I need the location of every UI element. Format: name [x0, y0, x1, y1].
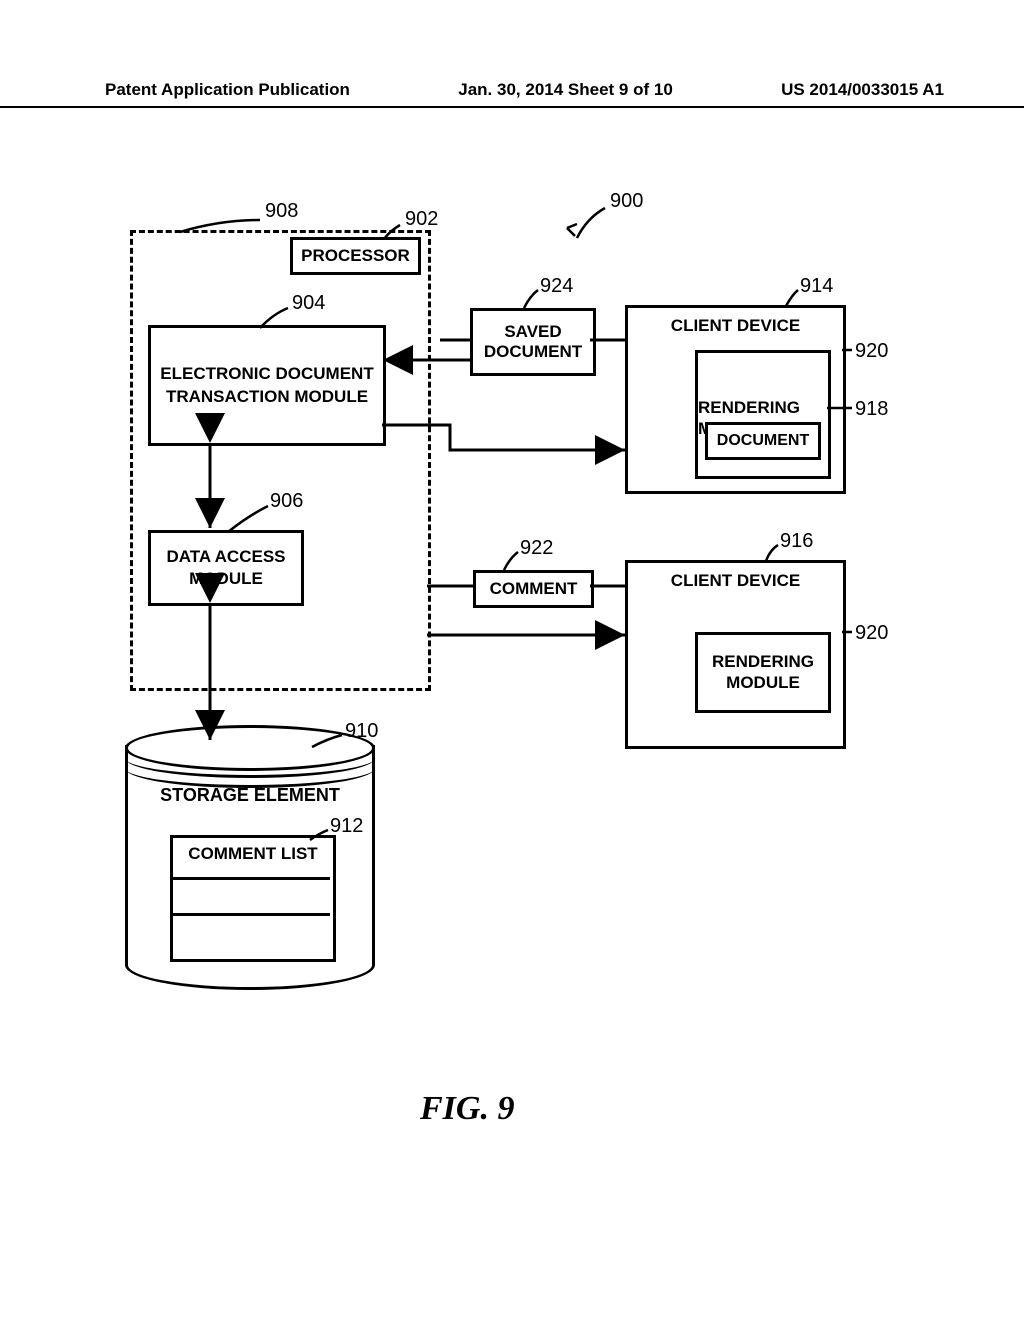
processor-block: PROCESSOR	[290, 237, 421, 275]
ref-902: 902	[405, 208, 438, 231]
saved-doc-l2: DOCUMENT	[484, 342, 582, 362]
ref-914: 914	[800, 275, 833, 298]
processor-text: PROCESSOR	[301, 246, 410, 266]
ref-920a: 920	[855, 340, 888, 363]
rendering-2-l1: RENDERING	[712, 652, 814, 672]
ref-912: 912	[330, 815, 363, 838]
edtm-block: ELECTRONIC DOCUMENT TRANSACTION MODULE	[148, 325, 386, 446]
document-text: DOCUMENT	[717, 432, 809, 450]
edtm-line1: ELECTRONIC DOCUMENT	[160, 363, 373, 385]
rendering-1-l1: RENDERING	[698, 398, 800, 418]
comment-list-title: COMMENT LIST	[188, 844, 317, 864]
storage-cylinder: STORAGE ELEMENT COMMENT LIST	[125, 725, 375, 990]
storage-title: STORAGE ELEMENT	[125, 785, 375, 806]
rendering-2-l2: MODULE	[726, 673, 800, 693]
data-access-line2: MODULE	[189, 568, 263, 590]
ref-918: 918	[855, 398, 888, 421]
ref-910: 910	[345, 720, 378, 743]
ref-900: 900	[610, 190, 643, 213]
comment-list-row	[170, 913, 330, 916]
ref-922: 922	[520, 537, 553, 560]
client-device-1-title: CLIENT DEVICE	[671, 316, 800, 336]
ref-916: 916	[780, 530, 813, 553]
ref-908: 908	[265, 200, 298, 223]
ref-924: 924	[540, 275, 573, 298]
data-access-block: DATA ACCESS MODULE	[148, 530, 304, 606]
data-access-line1: DATA ACCESS	[167, 546, 286, 568]
comment-block: COMMENT	[473, 570, 594, 608]
ref-906: 906	[270, 490, 303, 513]
client-device-2-title: CLIENT DEVICE	[671, 571, 800, 591]
document-block: DOCUMENT	[705, 422, 821, 460]
figure-caption: FIG. 9	[420, 1090, 514, 1128]
comment-list-block: COMMENT LIST	[170, 835, 336, 962]
figure-9-diagram: PROCESSOR ELECTRONIC DOCUMENT TRANSACTIO…	[100, 190, 880, 1090]
saved-document-block: SAVED DOCUMENT	[470, 308, 596, 376]
server-container	[130, 230, 431, 691]
header-middle: Jan. 30, 2014 Sheet 9 of 10	[458, 80, 673, 100]
header-right: US 2014/0033015 A1	[781, 80, 944, 100]
comment-list-row	[170, 877, 330, 880]
ref-920b: 920	[855, 622, 888, 645]
saved-doc-l1: SAVED	[504, 322, 561, 342]
rendering-module-2: RENDERING MODULE	[695, 632, 831, 713]
ref-904: 904	[292, 292, 325, 315]
header-left: Patent Application Publication	[105, 80, 350, 100]
comment-text: COMMENT	[490, 579, 578, 599]
edtm-line2: TRANSACTION MODULE	[166, 386, 368, 408]
page-header: Patent Application Publication Jan. 30, …	[0, 80, 1024, 108]
